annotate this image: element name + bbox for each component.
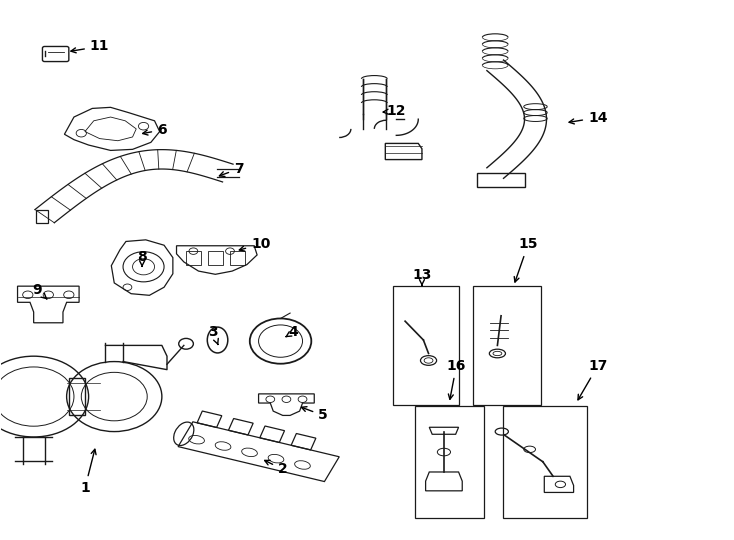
Text: 8: 8: [137, 249, 147, 266]
Text: 13: 13: [413, 268, 432, 285]
Text: 1: 1: [80, 449, 96, 495]
Text: 14: 14: [569, 111, 608, 125]
Text: 9: 9: [32, 284, 47, 299]
Bar: [415, 406, 484, 518]
Text: 7: 7: [219, 162, 244, 177]
Text: 11: 11: [71, 39, 109, 53]
Bar: [503, 406, 586, 518]
Text: 6: 6: [142, 123, 167, 137]
Bar: [393, 286, 459, 404]
Text: 5: 5: [302, 407, 328, 422]
Text: 3: 3: [208, 325, 218, 345]
Text: 10: 10: [239, 237, 270, 251]
Text: 16: 16: [447, 359, 466, 399]
Text: 15: 15: [515, 237, 538, 282]
Bar: [473, 286, 542, 404]
Text: 17: 17: [578, 359, 608, 400]
Text: 12: 12: [383, 104, 406, 118]
Text: 2: 2: [265, 461, 288, 476]
Text: 4: 4: [286, 325, 299, 339]
